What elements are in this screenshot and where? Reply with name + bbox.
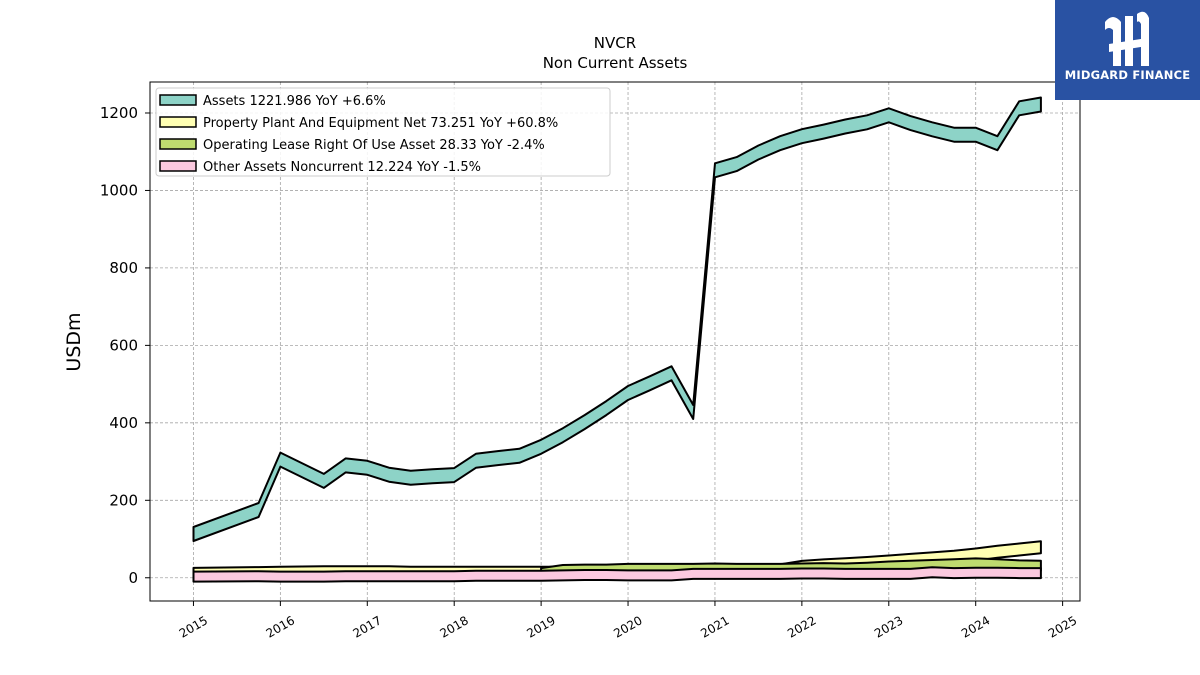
chart-title: NVCR bbox=[594, 34, 636, 52]
legend-entry: Property Plant And Equipment Net 73.251 … bbox=[203, 116, 558, 131]
x-tick-label: 2021 bbox=[698, 613, 731, 640]
x-tick-label: 2025 bbox=[1046, 613, 1079, 640]
logo-mark-icon bbox=[1105, 11, 1149, 66]
x-tick-label: 2015 bbox=[177, 613, 210, 640]
legend-box bbox=[155, 87, 611, 177]
chart-subtitle: Non Current Assets bbox=[543, 54, 688, 72]
y-tick-label: 1000 bbox=[100, 181, 138, 199]
x-tick-label: 2023 bbox=[872, 613, 905, 640]
legend-swatch bbox=[159, 94, 197, 106]
legend-swatch bbox=[159, 116, 197, 128]
x-axis: 2015 2016 2017 2018 2019 2020 2021 2022 2023 2024… bbox=[177, 601, 1079, 641]
brand-name: MIDGARD FINANCE bbox=[1064, 68, 1191, 82]
y-tick-label: 200 bbox=[109, 491, 138, 509]
y-axis: 0 200 400 600 800 1000 1200 bbox=[100, 104, 150, 587]
legend-entry: Operating Lease Right Of Use Asset 28.33… bbox=[203, 138, 545, 153]
y-tick-label: 0 bbox=[128, 569, 138, 587]
x-tick-label: 2020 bbox=[611, 613, 644, 640]
x-tick-label: 2022 bbox=[785, 613, 818, 640]
series-other-assets-noncurrent bbox=[192, 566, 1042, 583]
brand-logo: MIDGARD FINANCE bbox=[1055, 0, 1200, 100]
y-axis-label: USDm bbox=[63, 312, 85, 371]
legend-entry: Other Assets Noncurrent 12.224 YoY -1.5% bbox=[203, 160, 481, 175]
x-tick-label: 2024 bbox=[959, 613, 992, 640]
x-tick-label: 2018 bbox=[437, 613, 470, 640]
y-tick-label: 400 bbox=[109, 414, 138, 432]
series-layer bbox=[192, 96, 1042, 583]
plot-frame bbox=[149, 81, 1081, 602]
legend: Assets 1221.986 YoY +6.6% Property Plant … bbox=[155, 87, 611, 177]
legend-swatch bbox=[159, 138, 197, 150]
y-tick-label: 1200 bbox=[100, 104, 138, 122]
x-tick-label: 2017 bbox=[351, 613, 384, 640]
y-tick-label: 600 bbox=[109, 336, 138, 354]
x-tick-label: 2019 bbox=[524, 613, 557, 640]
series-assets bbox=[192, 96, 1042, 542]
x-tick-label: 2016 bbox=[264, 613, 297, 640]
legend-entry: Assets 1221.986 YoY +6.6% bbox=[203, 94, 386, 109]
legend-swatch bbox=[159, 160, 197, 172]
y-tick-label: 800 bbox=[109, 259, 138, 277]
